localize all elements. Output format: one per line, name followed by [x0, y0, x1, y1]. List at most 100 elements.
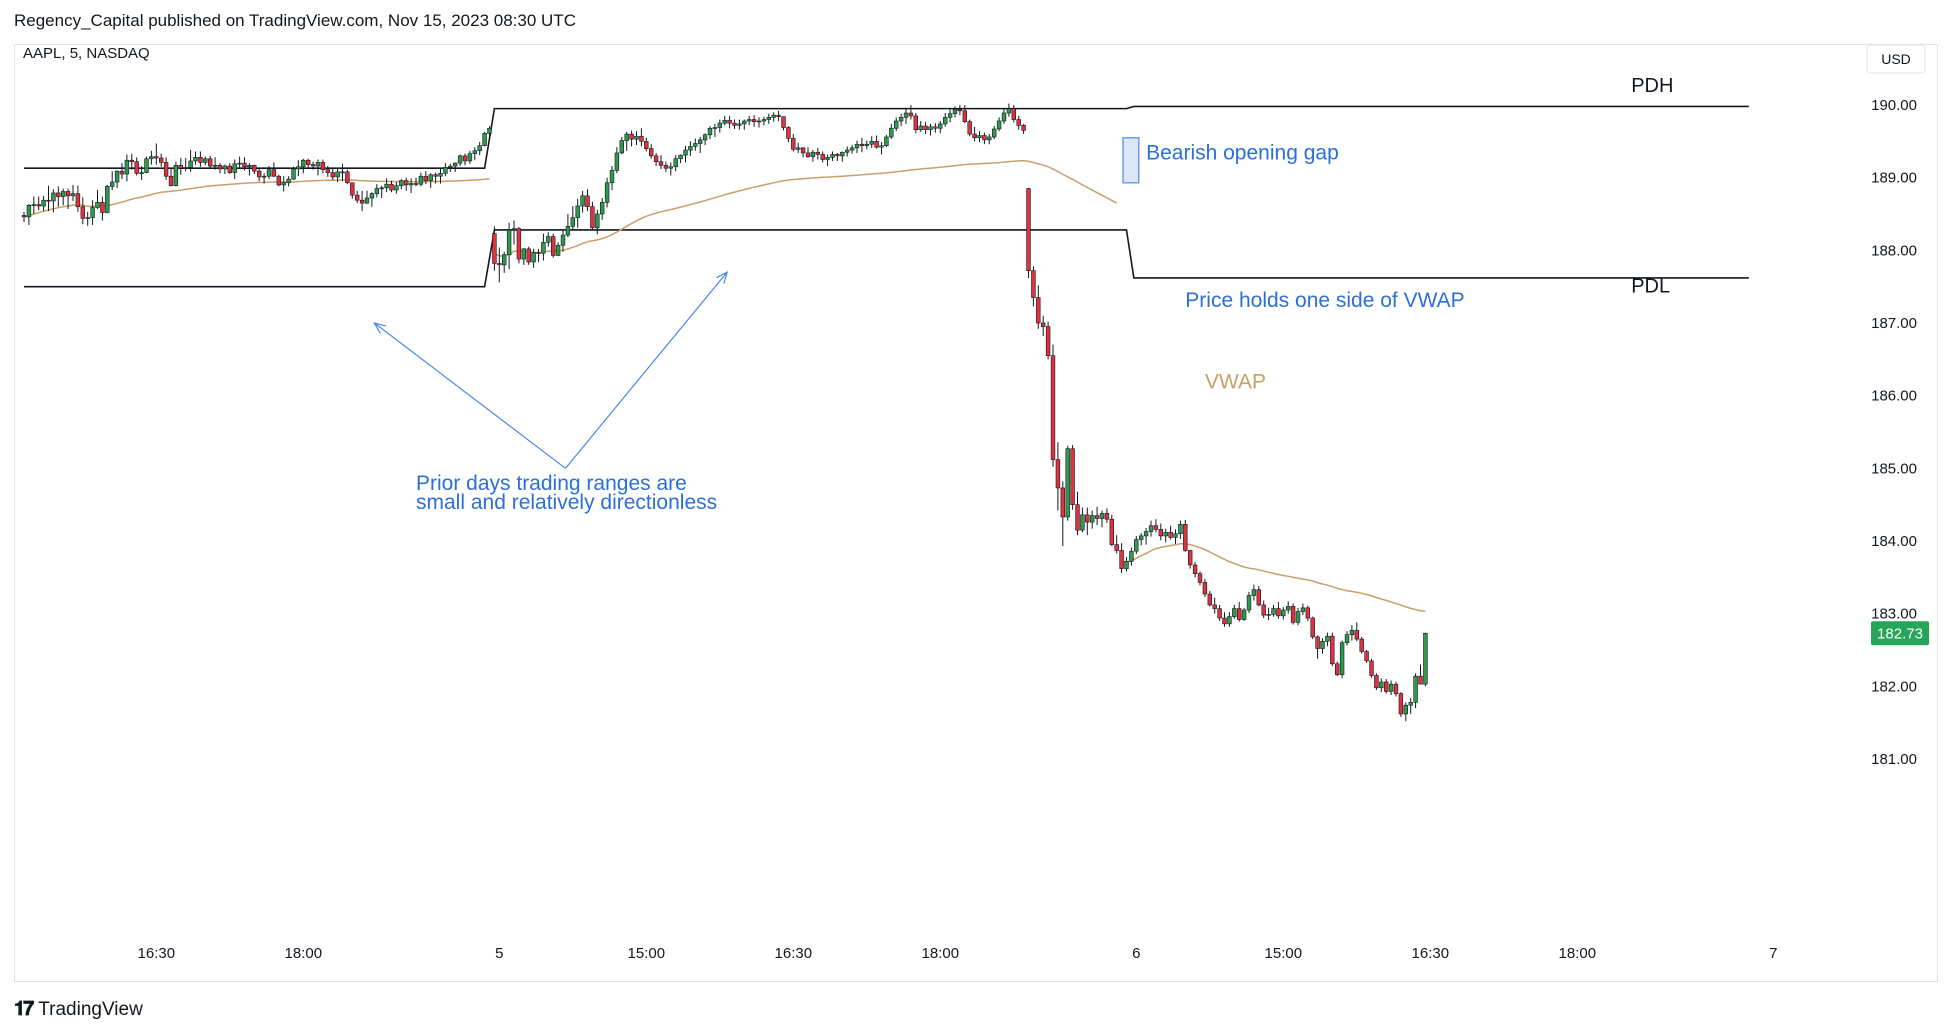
candle-body: [1325, 635, 1330, 642]
candle: [889, 123, 894, 140]
candle-body: [546, 236, 551, 243]
y-tick-label: 182.00: [1871, 678, 1917, 695]
x-tick-label: 16:30: [138, 945, 176, 962]
candle: [198, 151, 203, 167]
candle: [830, 151, 835, 161]
candle-body: [114, 170, 120, 183]
symbol-label: AAPL, 5, NASDAQ: [23, 45, 150, 62]
candle: [359, 190, 365, 212]
candle: [418, 172, 424, 187]
candle: [36, 196, 41, 211]
candle-body: [90, 207, 95, 218]
candle-body: [982, 135, 987, 141]
candle: [844, 146, 850, 157]
candle-body: [903, 112, 909, 118]
candle: [472, 147, 477, 161]
candle: [301, 158, 306, 174]
candle: [1217, 604, 1222, 621]
y-tick-label: 181.00: [1871, 751, 1917, 768]
y-tick-label: 190.00: [1871, 97, 1917, 114]
candle: [124, 154, 130, 182]
candle-body: [1418, 675, 1423, 685]
candle-body: [673, 158, 678, 168]
candle: [482, 131, 487, 147]
y-tick-label: 189.00: [1871, 170, 1917, 187]
candle-body: [565, 226, 571, 236]
candle: [1413, 673, 1418, 709]
candle-body: [1060, 487, 1066, 518]
candle: [1192, 562, 1198, 578]
candle: [208, 155, 213, 169]
candle: [379, 185, 384, 199]
candle: [693, 138, 698, 151]
chart-frame[interactable]: PDH PDL Bearish opening gap Price holds on…: [14, 44, 1938, 982]
candle: [742, 119, 747, 130]
candlestick-chart[interactable]: PDH PDL Bearish opening gap Price holds on…: [15, 45, 1937, 981]
candle-body: [526, 248, 531, 263]
candle: [154, 143, 159, 165]
candle-body: [1070, 448, 1075, 505]
candle-body: [1001, 112, 1007, 122]
candle: [492, 226, 497, 271]
candle-body: [1104, 513, 1110, 520]
candle: [487, 126, 492, 139]
candle-body: [947, 113, 953, 118]
candle-body: [21, 215, 27, 218]
candle: [408, 178, 414, 193]
candle-body: [962, 110, 968, 123]
candle-body: [482, 133, 487, 146]
candle-body: [1413, 675, 1418, 703]
candle-body: [776, 114, 781, 117]
candle: [384, 178, 389, 193]
candle-body: [1300, 607, 1306, 612]
candle: [257, 168, 262, 182]
candle-body: [849, 147, 855, 151]
candle-body: [678, 154, 683, 160]
candle: [840, 151, 845, 162]
candle-body: [291, 168, 296, 180]
candle: [771, 112, 776, 122]
candle-body: [1364, 651, 1369, 662]
candle: [869, 136, 874, 148]
candle: [722, 115, 727, 126]
candle-body: [105, 186, 110, 213]
candle: [1060, 481, 1066, 547]
candle: [820, 151, 825, 163]
candle: [261, 173, 267, 184]
candle: [60, 188, 66, 206]
x-tick-label: 18:00: [285, 945, 323, 962]
candle-body: [732, 122, 737, 126]
candle: [330, 168, 335, 180]
candle-body: [242, 162, 247, 168]
x-tick-label: 15:00: [628, 945, 666, 962]
candle-body: [987, 136, 992, 141]
annotation-arrow: [373, 322, 566, 469]
candle-body: [1188, 550, 1193, 566]
candle-body: [1109, 518, 1115, 545]
candle: [232, 159, 237, 180]
candle-body: [653, 155, 659, 162]
y-tick-label: 187.00: [1871, 315, 1917, 332]
last-price-box: [1871, 621, 1929, 646]
candle-body: [555, 244, 561, 256]
candle-body: [41, 199, 46, 207]
candle: [604, 177, 610, 208]
candle-body: [830, 154, 835, 158]
candle-body: [286, 178, 291, 184]
candle: [1143, 527, 1149, 545]
candle-body: [923, 125, 928, 131]
candle: [859, 137, 865, 153]
currency-button[interactable]: USD: [1866, 45, 1926, 74]
candle: [144, 156, 149, 174]
candle: [1241, 607, 1247, 621]
candle-body: [1119, 550, 1124, 569]
candle-body: [957, 109, 963, 112]
candle-body: [1276, 608, 1281, 617]
candle: [1055, 442, 1061, 511]
candle-body: [119, 170, 125, 175]
candle-body: [1310, 617, 1315, 638]
candle: [119, 163, 125, 180]
candle-body: [683, 149, 688, 156]
candle: [149, 150, 154, 165]
candle-body: [742, 120, 747, 125]
